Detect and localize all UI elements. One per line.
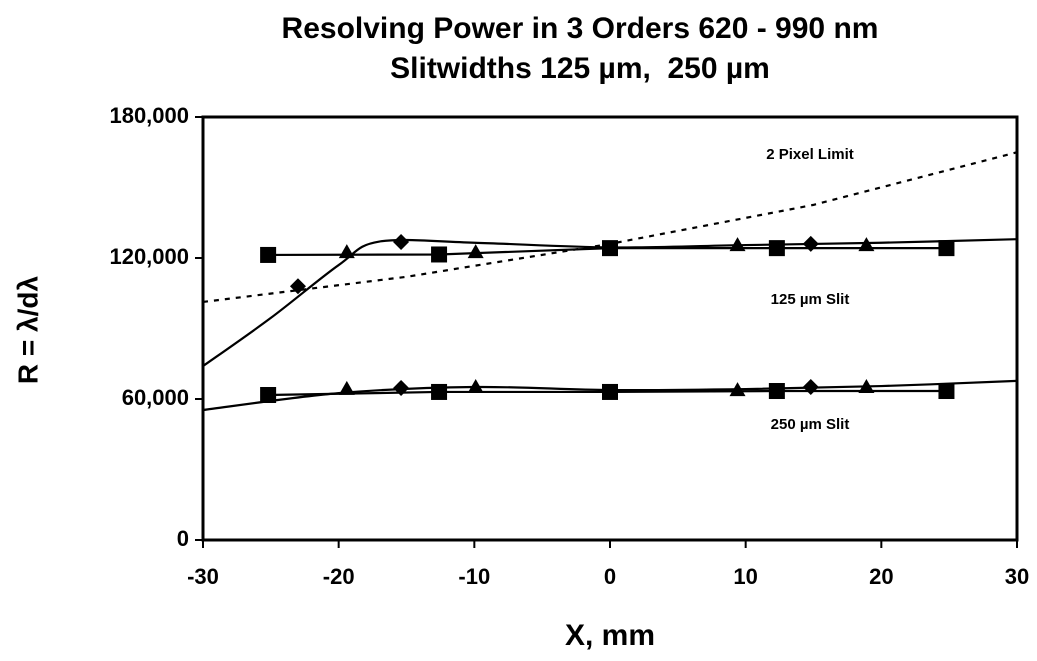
marker-triangle bbox=[467, 244, 484, 259]
x-tick-label: -10 bbox=[458, 564, 490, 589]
x-tick-label: 10 bbox=[733, 564, 757, 589]
y-axis-label: R = λ/dλ bbox=[12, 276, 43, 385]
marker-square bbox=[602, 383, 618, 400]
marker-square bbox=[938, 383, 955, 400]
series-line bbox=[202, 379, 1018, 412]
y-tick-label: 120,000 bbox=[109, 244, 189, 269]
marker-square bbox=[431, 383, 448, 400]
y-tick-label: 60,000 bbox=[122, 385, 189, 410]
chart-subtitle: Slitwidths 125 µm, 250 µm bbox=[390, 52, 770, 85]
x-tick-label: 0 bbox=[604, 564, 616, 589]
marker-square bbox=[768, 383, 785, 400]
annotation: 250 µm Slit bbox=[771, 416, 850, 433]
marker-triangle bbox=[338, 244, 355, 259]
marker-square bbox=[768, 240, 785, 257]
chart-title: Resolving Power in 3 Orders 620 - 990 nm bbox=[282, 12, 879, 45]
plot-frame bbox=[201, 115, 1019, 542]
series-line bbox=[202, 151, 1018, 304]
x-tick-label: 20 bbox=[869, 564, 893, 589]
annotation: 125 µm Slit bbox=[771, 291, 850, 308]
marker-diamond bbox=[393, 379, 410, 396]
x-axis-label: X, mm bbox=[565, 619, 655, 652]
marker-square bbox=[938, 240, 955, 257]
y-tick-label: 0 bbox=[177, 526, 189, 551]
x-tick-label: -30 bbox=[187, 564, 219, 589]
x-tick-label: 30 bbox=[1005, 564, 1029, 589]
marker-triangle bbox=[729, 237, 746, 252]
annotation: 2 Pixel Limit bbox=[766, 146, 854, 163]
y-tick-label: 180,000 bbox=[109, 103, 189, 128]
x-tick-label: -20 bbox=[323, 564, 355, 589]
marker-square bbox=[260, 246, 277, 263]
marker-diamond bbox=[393, 234, 410, 251]
series-line bbox=[202, 238, 1018, 367]
marker-square bbox=[260, 387, 277, 404]
marker-square bbox=[431, 246, 448, 263]
